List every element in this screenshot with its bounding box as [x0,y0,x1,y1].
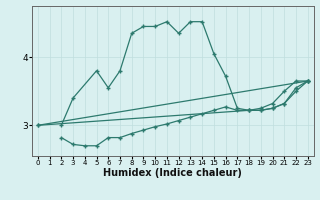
X-axis label: Humidex (Indice chaleur): Humidex (Indice chaleur) [103,168,242,178]
